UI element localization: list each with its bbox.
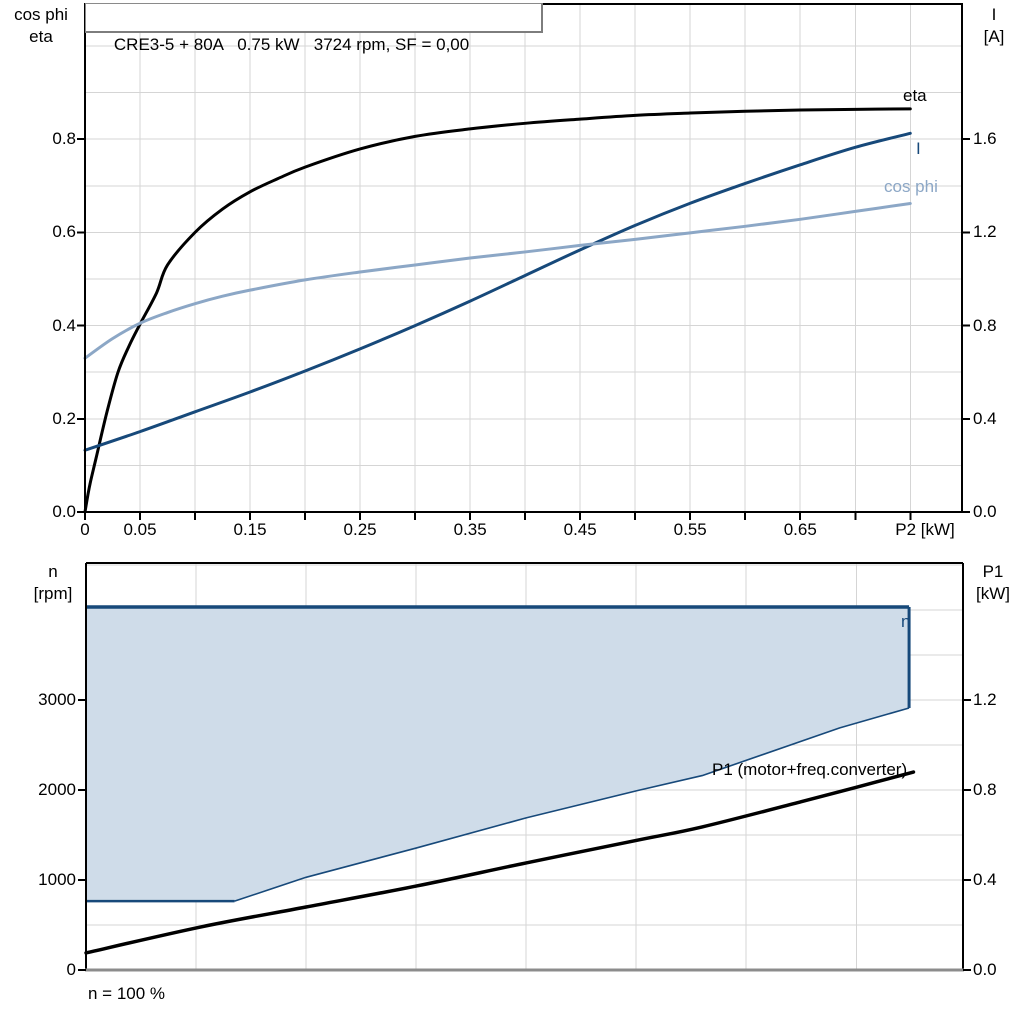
- tick-label: 1.6: [973, 129, 997, 149]
- current-curve-label: I: [916, 139, 921, 158]
- tick-label: 1.2: [973, 690, 997, 710]
- eta-axis-label: eta: [29, 27, 53, 46]
- tick-label: 0.4: [973, 870, 997, 889]
- eta-curve-label: eta: [903, 86, 927, 105]
- speed-unit-label: [rpm]: [33, 584, 73, 603]
- chart-title-box: CRE3-5 + 80A 0.75 kW 3724 rpm, SF = 0,00: [85, 3, 543, 54]
- tick-label: 0.15: [233, 520, 267, 539]
- tick-label: 1000: [38, 869, 76, 889]
- tick-label: 0.8: [973, 780, 997, 799]
- tick-label: 0: [66, 960, 76, 979]
- tick-label: 0.8: [52, 129, 76, 149]
- bottom-left-axis-title: n [rpm]: [10, 561, 96, 605]
- p1-curve-label: P1 (motor+freq.converter): [712, 760, 908, 779]
- x-axis-unit-label: P2 [kW]: [895, 520, 955, 539]
- tick-label: 0.4: [52, 315, 76, 335]
- current-unit-label: [A]: [983, 27, 1005, 46]
- tick-label: 0.55: [673, 520, 707, 539]
- tick-label: 0.65: [783, 520, 817, 539]
- tick-label: 0.0: [973, 960, 997, 979]
- speed-axis-label: n: [48, 562, 58, 581]
- p1-unit-label: [kW]: [976, 584, 1010, 603]
- tick-label: 0: [80, 520, 90, 539]
- tick-label: 0.0: [52, 502, 76, 521]
- current-axis-label: I: [991, 5, 997, 24]
- chart-title: CRE3-5 + 80A 0.75 kW 3724 rpm, SF = 0,00: [113, 35, 470, 54]
- tick-label: 0.0: [973, 502, 997, 521]
- cosphi-curve-label: cos phi: [884, 177, 938, 196]
- cosphi-axis-label: cos phi: [14, 5, 68, 24]
- tick-label: 0.05: [123, 520, 157, 539]
- speed-footnote: n = 100 %: [88, 984, 166, 1003]
- tick-label: 1.2: [973, 222, 997, 242]
- speed-envelope-label: n: [901, 612, 911, 631]
- tick-label: 0.8: [973, 315, 997, 335]
- bottom-right-axis-title: P1 [kW]: [964, 561, 1022, 605]
- top-right-axis-title: I [A]: [966, 4, 1022, 48]
- tick-label: 0.35: [453, 520, 487, 539]
- tick-label: 0.25: [343, 520, 377, 539]
- tick-label: 2000: [38, 779, 76, 799]
- tick-label: 0.6: [52, 222, 76, 242]
- tick-label: 0.2: [52, 408, 76, 428]
- top-left-axis-title: cos phi eta: [1, 4, 81, 48]
- p1-axis-label: P1: [982, 562, 1004, 581]
- tick-label: 0.4: [973, 408, 997, 428]
- tick-label: 0.45: [563, 520, 597, 539]
- tick-label: 3000: [38, 689, 76, 709]
